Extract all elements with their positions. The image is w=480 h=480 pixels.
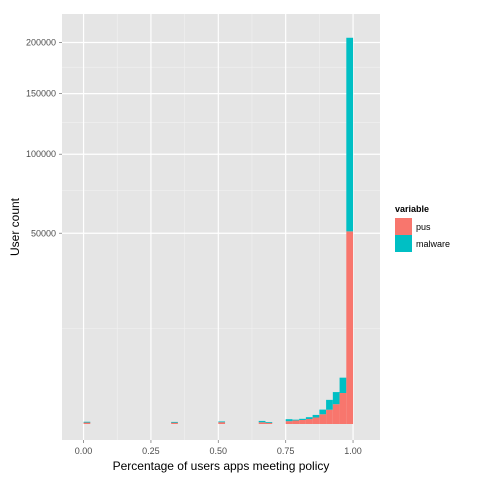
x-tick-label: 0.25	[142, 446, 160, 456]
bar-pus	[332, 404, 340, 424]
bar-malware	[292, 419, 300, 421]
bar-malware	[346, 37, 354, 232]
major-gridlines	[62, 14, 380, 440]
bar-malware	[339, 377, 347, 394]
x-tick-label: 0.50	[210, 446, 228, 456]
bar-pus	[265, 422, 273, 424]
bar-malware	[299, 418, 306, 420]
bar-pus	[83, 422, 91, 424]
histogram-bars	[83, 37, 354, 424]
bar-pus	[292, 420, 300, 424]
y-axis-title: User count	[8, 197, 22, 256]
x-tick-label: 0.00	[75, 446, 93, 456]
bar-malware	[265, 422, 273, 423]
bar-pus	[346, 231, 354, 424]
legend-title: variable	[395, 204, 429, 214]
minor-gridlines	[62, 14, 380, 440]
bar-malware	[332, 392, 340, 405]
legend: variable pus malware	[395, 204, 450, 252]
bar-pus	[339, 393, 347, 424]
bar-pus	[305, 419, 313, 424]
bar-malware	[319, 409, 327, 415]
y-tick-label: 150000	[26, 89, 56, 99]
legend-label-pus: pus	[416, 222, 431, 232]
x-axis-title: Percentage of users apps meeting policy	[113, 459, 330, 473]
x-tick-label: 0.75	[277, 446, 295, 456]
y-tick-label: 200000	[26, 38, 56, 48]
legend-key-pus	[395, 218, 412, 235]
bar-pus	[326, 409, 333, 424]
x-axis: 0.00 0.25 0.50 0.75 1.00	[75, 440, 362, 456]
bar-pus	[319, 414, 327, 424]
bar-pus	[299, 419, 306, 424]
bar-pus	[258, 422, 266, 424]
y-tick-label: 100000	[26, 149, 56, 159]
bar-malware	[305, 417, 313, 420]
legend-key-malware	[395, 235, 412, 252]
legend-label-malware: malware	[416, 239, 450, 249]
bar-malware	[171, 421, 178, 423]
plot-panel	[62, 14, 380, 440]
bar-malware	[258, 420, 266, 423]
x-tick-label: 1.00	[344, 446, 362, 456]
y-axis: 50000 100000 150000 200000	[26, 38, 62, 238]
bar-malware	[326, 399, 333, 410]
bar-pus	[312, 417, 320, 424]
bar-malware	[312, 414, 320, 418]
bar-malware	[285, 419, 293, 422]
bar-malware	[83, 421, 91, 423]
y-tick-label: 50000	[31, 228, 56, 238]
bar-pus	[218, 422, 226, 424]
bar-pus	[171, 422, 178, 424]
bar-pus	[285, 421, 293, 424]
bar-malware	[218, 421, 226, 423]
